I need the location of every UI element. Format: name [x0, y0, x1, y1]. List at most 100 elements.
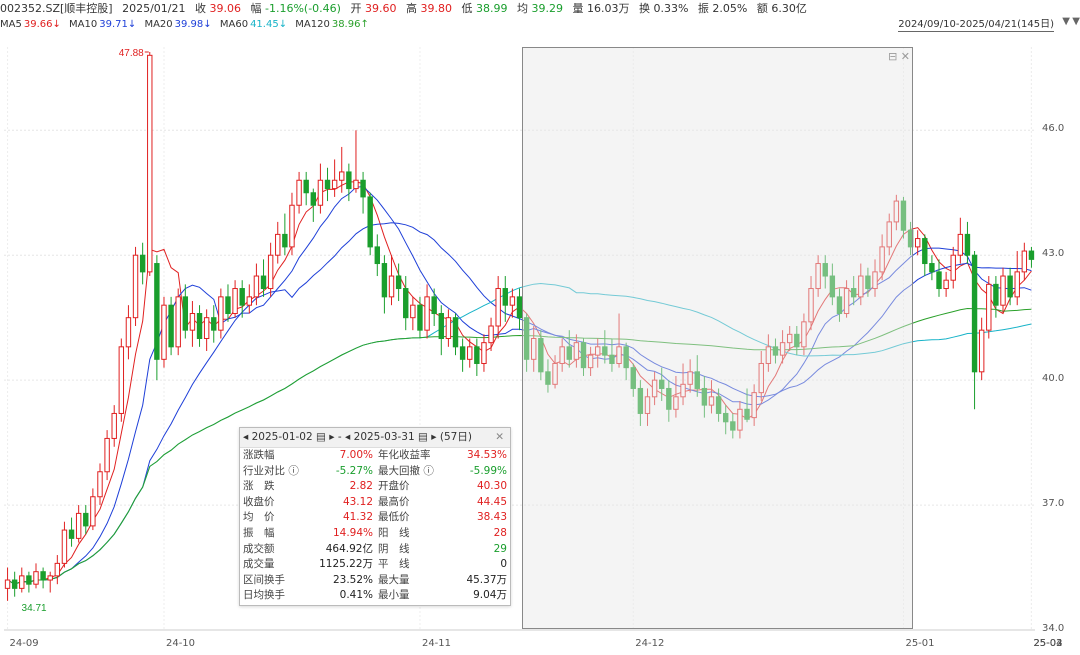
- close-icon[interactable]: ✕: [495, 431, 504, 443]
- candle-down: [239, 288, 245, 306]
- candle-up: [943, 279, 949, 290]
- panel-toolbar: ◂ 2025-01-02 ▤ ▸ - ◂ 2025-03-31 ▤ ▸ (57日…: [240, 428, 510, 448]
- y-tick-label: 34.0: [1042, 623, 1065, 634]
- candle-down: [722, 412, 729, 423]
- candle-down: [438, 313, 444, 339]
- open-value: 39.60: [364, 2, 397, 15]
- candle-up: [509, 296, 516, 306]
- candle-down: [836, 296, 843, 315]
- prev-start-icon[interactable]: ◂: [243, 431, 249, 443]
- selection-controls-icon[interactable]: ⊟ ✕: [888, 50, 910, 63]
- candle-down: [666, 387, 672, 410]
- stat-l2: 阴 线: [378, 542, 410, 555]
- x-tick-label: 25-04: [1033, 638, 1063, 649]
- candle-down: [580, 342, 587, 369]
- candle-down: [971, 254, 978, 373]
- candle-up: [815, 263, 821, 290]
- end-date[interactable]: 2025-03-31: [353, 431, 415, 443]
- candle-down: [566, 346, 572, 360]
- range-dropdown-icon[interactable]: ▼: [1062, 16, 1070, 27]
- candle-down: [403, 288, 409, 319]
- candle-up: [950, 254, 956, 281]
- date-range[interactable]: 2024/09/10-2025/04/21(145日): [898, 19, 1054, 32]
- stat-v2: 0: [500, 558, 507, 571]
- expand-dropdown-icon[interactable]: ▼: [1072, 16, 1080, 27]
- candle-up: [708, 396, 715, 406]
- candle-down: [346, 171, 352, 190]
- stat-v1: 1125.22万: [319, 558, 373, 571]
- candle-up: [19, 575, 25, 589]
- candle-up: [189, 313, 196, 331]
- candle-up: [353, 179, 359, 190]
- next-end-icon[interactable]: ▸: [431, 431, 437, 443]
- low-value: 38.99: [475, 2, 508, 15]
- y-tick-label: 46.0: [1042, 123, 1065, 135]
- stats-row: 成交额 464.92亿阴 线 29: [240, 542, 510, 558]
- candle-down: [360, 179, 366, 198]
- candle-up: [467, 346, 473, 360]
- candle-down: [502, 288, 508, 306]
- candle-up: [275, 233, 281, 256]
- candle-down: [310, 192, 317, 206]
- stat-v2: 34.53%: [466, 449, 507, 461]
- ma-legend: MA5 39.66↓ MA10 39.71↓ MA20 39.98↓ MA60 41.4…: [0, 19, 369, 30]
- stats-row: 成交量 1125.22万平 线 0: [240, 557, 510, 573]
- candle-down: [523, 317, 530, 360]
- x-tick-label: 25-01: [905, 638, 935, 649]
- stat-l2: 最大回撤 ⓘ: [378, 464, 434, 477]
- candle-down: [865, 275, 871, 290]
- stat-v1: -5.27%: [335, 464, 373, 477]
- ma120-line: [7, 307, 1032, 585]
- candle-up: [957, 233, 964, 256]
- candle-up: [751, 392, 757, 419]
- candle-up: [893, 200, 900, 223]
- candle-down: [196, 313, 203, 339]
- candle-down: [260, 275, 267, 290]
- range-selection-box[interactable]: ⊟ ✕: [522, 47, 913, 629]
- candle-down: [303, 179, 309, 194]
- ma20-value: 39.98↓: [174, 19, 212, 30]
- start-date[interactable]: 2025-01-02: [251, 431, 313, 443]
- day-count: (57日): [439, 431, 472, 443]
- candle-down: [459, 346, 466, 360]
- candle-up: [410, 304, 416, 319]
- next-start-icon[interactable]: ▸: [329, 431, 335, 443]
- candle-down: [452, 317, 459, 348]
- candle-down: [40, 571, 46, 581]
- amount-value: 6.30亿: [771, 2, 807, 15]
- candle-up: [339, 171, 345, 181]
- candle-down: [374, 246, 380, 265]
- candle-up: [978, 329, 985, 373]
- candle-up: [616, 346, 622, 364]
- candle-up: [687, 371, 693, 385]
- prev-end-icon[interactable]: ◂: [345, 431, 351, 443]
- calendar-icon[interactable]: ▤: [418, 431, 428, 443]
- stat-v1: 7.00%: [339, 449, 373, 461]
- candle-up: [808, 288, 814, 323]
- quote-header: 002352.SZ[顺丰控股] 2025/01/21 收 39.06 幅 -1.…: [0, 2, 807, 15]
- turnover-value: 0.33%: [653, 2, 689, 15]
- candle-down: [900, 200, 907, 231]
- candle-up: [246, 296, 253, 306]
- volume-value: 16.03万: [586, 2, 630, 15]
- candle-up: [801, 321, 807, 348]
- stat-v2: 40.30: [476, 480, 507, 493]
- candle-up: [75, 512, 82, 539]
- candle-up: [531, 338, 537, 360]
- x-tick-label: 24-09: [9, 638, 39, 649]
- candle-down: [182, 296, 189, 331]
- candle-down: [282, 233, 288, 248]
- stat-l1: 成交量: [243, 558, 275, 571]
- stat-v1: 14.94%: [332, 526, 373, 539]
- candle-up: [97, 471, 103, 498]
- ma5-value: 39.66↓: [23, 19, 61, 30]
- date: 2025/01/21: [122, 2, 186, 15]
- x-tick-label: 24-11: [421, 638, 452, 649]
- stat-l2: 开盘价: [378, 480, 410, 493]
- candle-up: [680, 383, 686, 398]
- candle-up: [488, 325, 494, 344]
- calendar-icon[interactable]: ▤: [316, 431, 326, 443]
- candle-down: [474, 346, 480, 364]
- change-value: -1.16%(-0.46): [265, 2, 341, 15]
